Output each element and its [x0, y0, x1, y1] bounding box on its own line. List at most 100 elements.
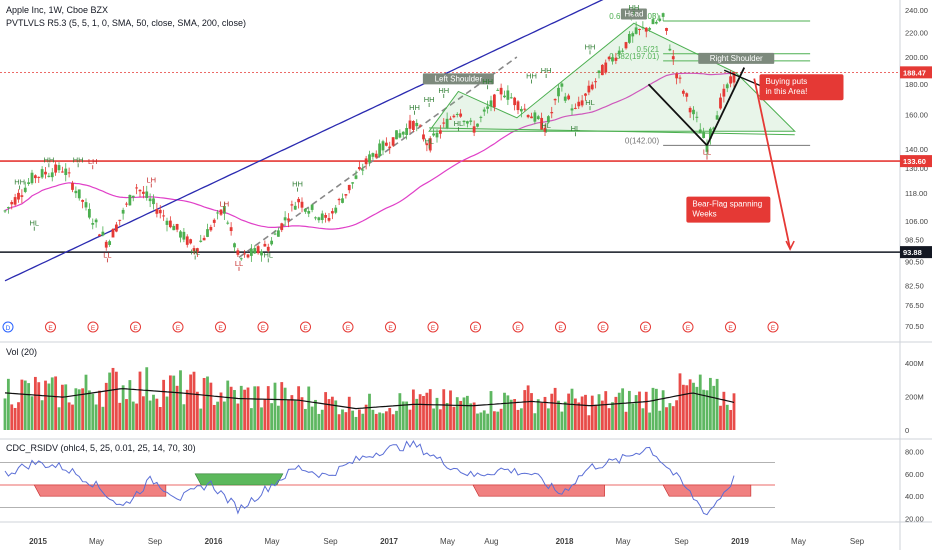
volume-bar — [40, 400, 44, 430]
candle — [509, 92, 513, 99]
x-tick-label: Sep — [323, 537, 338, 546]
candle-body — [422, 134, 425, 140]
pivot-label: HH — [424, 95, 435, 104]
candle — [604, 59, 608, 75]
trend-line — [238, 56, 518, 258]
earnings-marker-text: E — [346, 325, 351, 332]
volume-bar — [266, 386, 270, 430]
earnings-marker-text: E — [133, 325, 138, 332]
candle-body — [44, 171, 47, 175]
candle-body — [216, 212, 220, 214]
volume-bar — [482, 410, 486, 430]
candle — [398, 129, 402, 139]
volume-bar — [678, 373, 682, 430]
x-tick-label: Sep — [850, 537, 865, 546]
volume-bar — [314, 399, 317, 430]
candle-body — [584, 93, 587, 96]
volume-bar — [584, 394, 587, 430]
candle-body — [708, 128, 712, 139]
candle-body — [54, 164, 58, 173]
volume-bar — [84, 374, 88, 430]
candle-body — [219, 209, 223, 215]
volume-bar — [310, 406, 314, 430]
pivot-label: HL — [571, 124, 581, 133]
candle-body — [614, 57, 618, 61]
volume-bar — [702, 389, 706, 430]
volume-bar — [408, 409, 412, 430]
candle — [283, 211, 287, 227]
volume-bar — [118, 402, 122, 430]
volume-bar — [651, 387, 655, 430]
pivot-label: HL — [541, 121, 551, 130]
candle-body — [452, 115, 456, 118]
candle-body — [357, 167, 361, 170]
volume-bar — [98, 390, 101, 430]
candle-body — [567, 95, 571, 100]
earnings-marker-text: E — [516, 325, 521, 332]
candle — [138, 189, 142, 198]
candle — [297, 196, 301, 209]
volume-bar — [627, 390, 631, 430]
candle — [50, 168, 54, 182]
candle-body — [341, 198, 344, 203]
volume-bar — [671, 406, 675, 430]
volume-bar — [47, 383, 51, 430]
candle-body — [233, 243, 236, 248]
volume-bar — [128, 380, 132, 430]
candle — [195, 247, 199, 257]
rsi-tick-label: 80.00 — [905, 447, 924, 456]
volume-bar — [681, 384, 685, 430]
candle-body — [698, 129, 702, 134]
candle — [175, 223, 179, 233]
volume-bar — [327, 399, 331, 430]
candle — [435, 129, 439, 143]
candle — [590, 81, 594, 91]
y-tick-label: 76.50 — [905, 301, 924, 310]
pivot-label: LH — [88, 157, 98, 166]
candle — [624, 41, 628, 50]
candle-body — [330, 211, 334, 214]
earnings-marker — [45, 321, 56, 333]
candle — [452, 114, 456, 119]
volume-bar — [712, 385, 716, 430]
candle — [263, 240, 267, 247]
candle-body — [253, 248, 257, 254]
volume-bar — [695, 386, 699, 430]
candle-body — [287, 218, 290, 221]
candle — [334, 204, 338, 215]
candle-body — [155, 209, 159, 214]
candle — [570, 104, 574, 116]
volume-bar — [401, 401, 405, 430]
candle-body — [455, 113, 459, 115]
candle — [354, 170, 358, 180]
candle — [516, 100, 520, 115]
candle-body — [74, 190, 78, 194]
candle — [600, 64, 604, 76]
x-tick-label: 2017 — [380, 537, 398, 546]
annotation-text: Left Shoulder — [435, 74, 483, 83]
candle-body — [533, 112, 537, 122]
volume-bar — [638, 391, 641, 430]
earnings-marker — [257, 321, 269, 333]
candle-body — [715, 115, 719, 120]
candle-body — [128, 194, 132, 206]
volume-bar — [276, 405, 280, 430]
candle — [391, 137, 395, 147]
volume-bar — [57, 407, 61, 430]
fib-level-label: 0.5(21 — [636, 45, 659, 54]
candle — [678, 75, 682, 84]
candle — [327, 212, 331, 223]
candle — [476, 123, 479, 128]
y-tick-label: 200.00 — [905, 53, 928, 62]
volume-bar — [543, 396, 547, 430]
candle — [692, 106, 695, 121]
candle — [432, 128, 436, 137]
candle — [715, 110, 719, 120]
volume-bar — [455, 397, 459, 430]
x-tick-label: May — [264, 537, 279, 546]
volume-bar — [219, 392, 223, 430]
candle-body — [33, 175, 37, 179]
candle — [557, 83, 560, 103]
volume-bar — [526, 385, 530, 430]
